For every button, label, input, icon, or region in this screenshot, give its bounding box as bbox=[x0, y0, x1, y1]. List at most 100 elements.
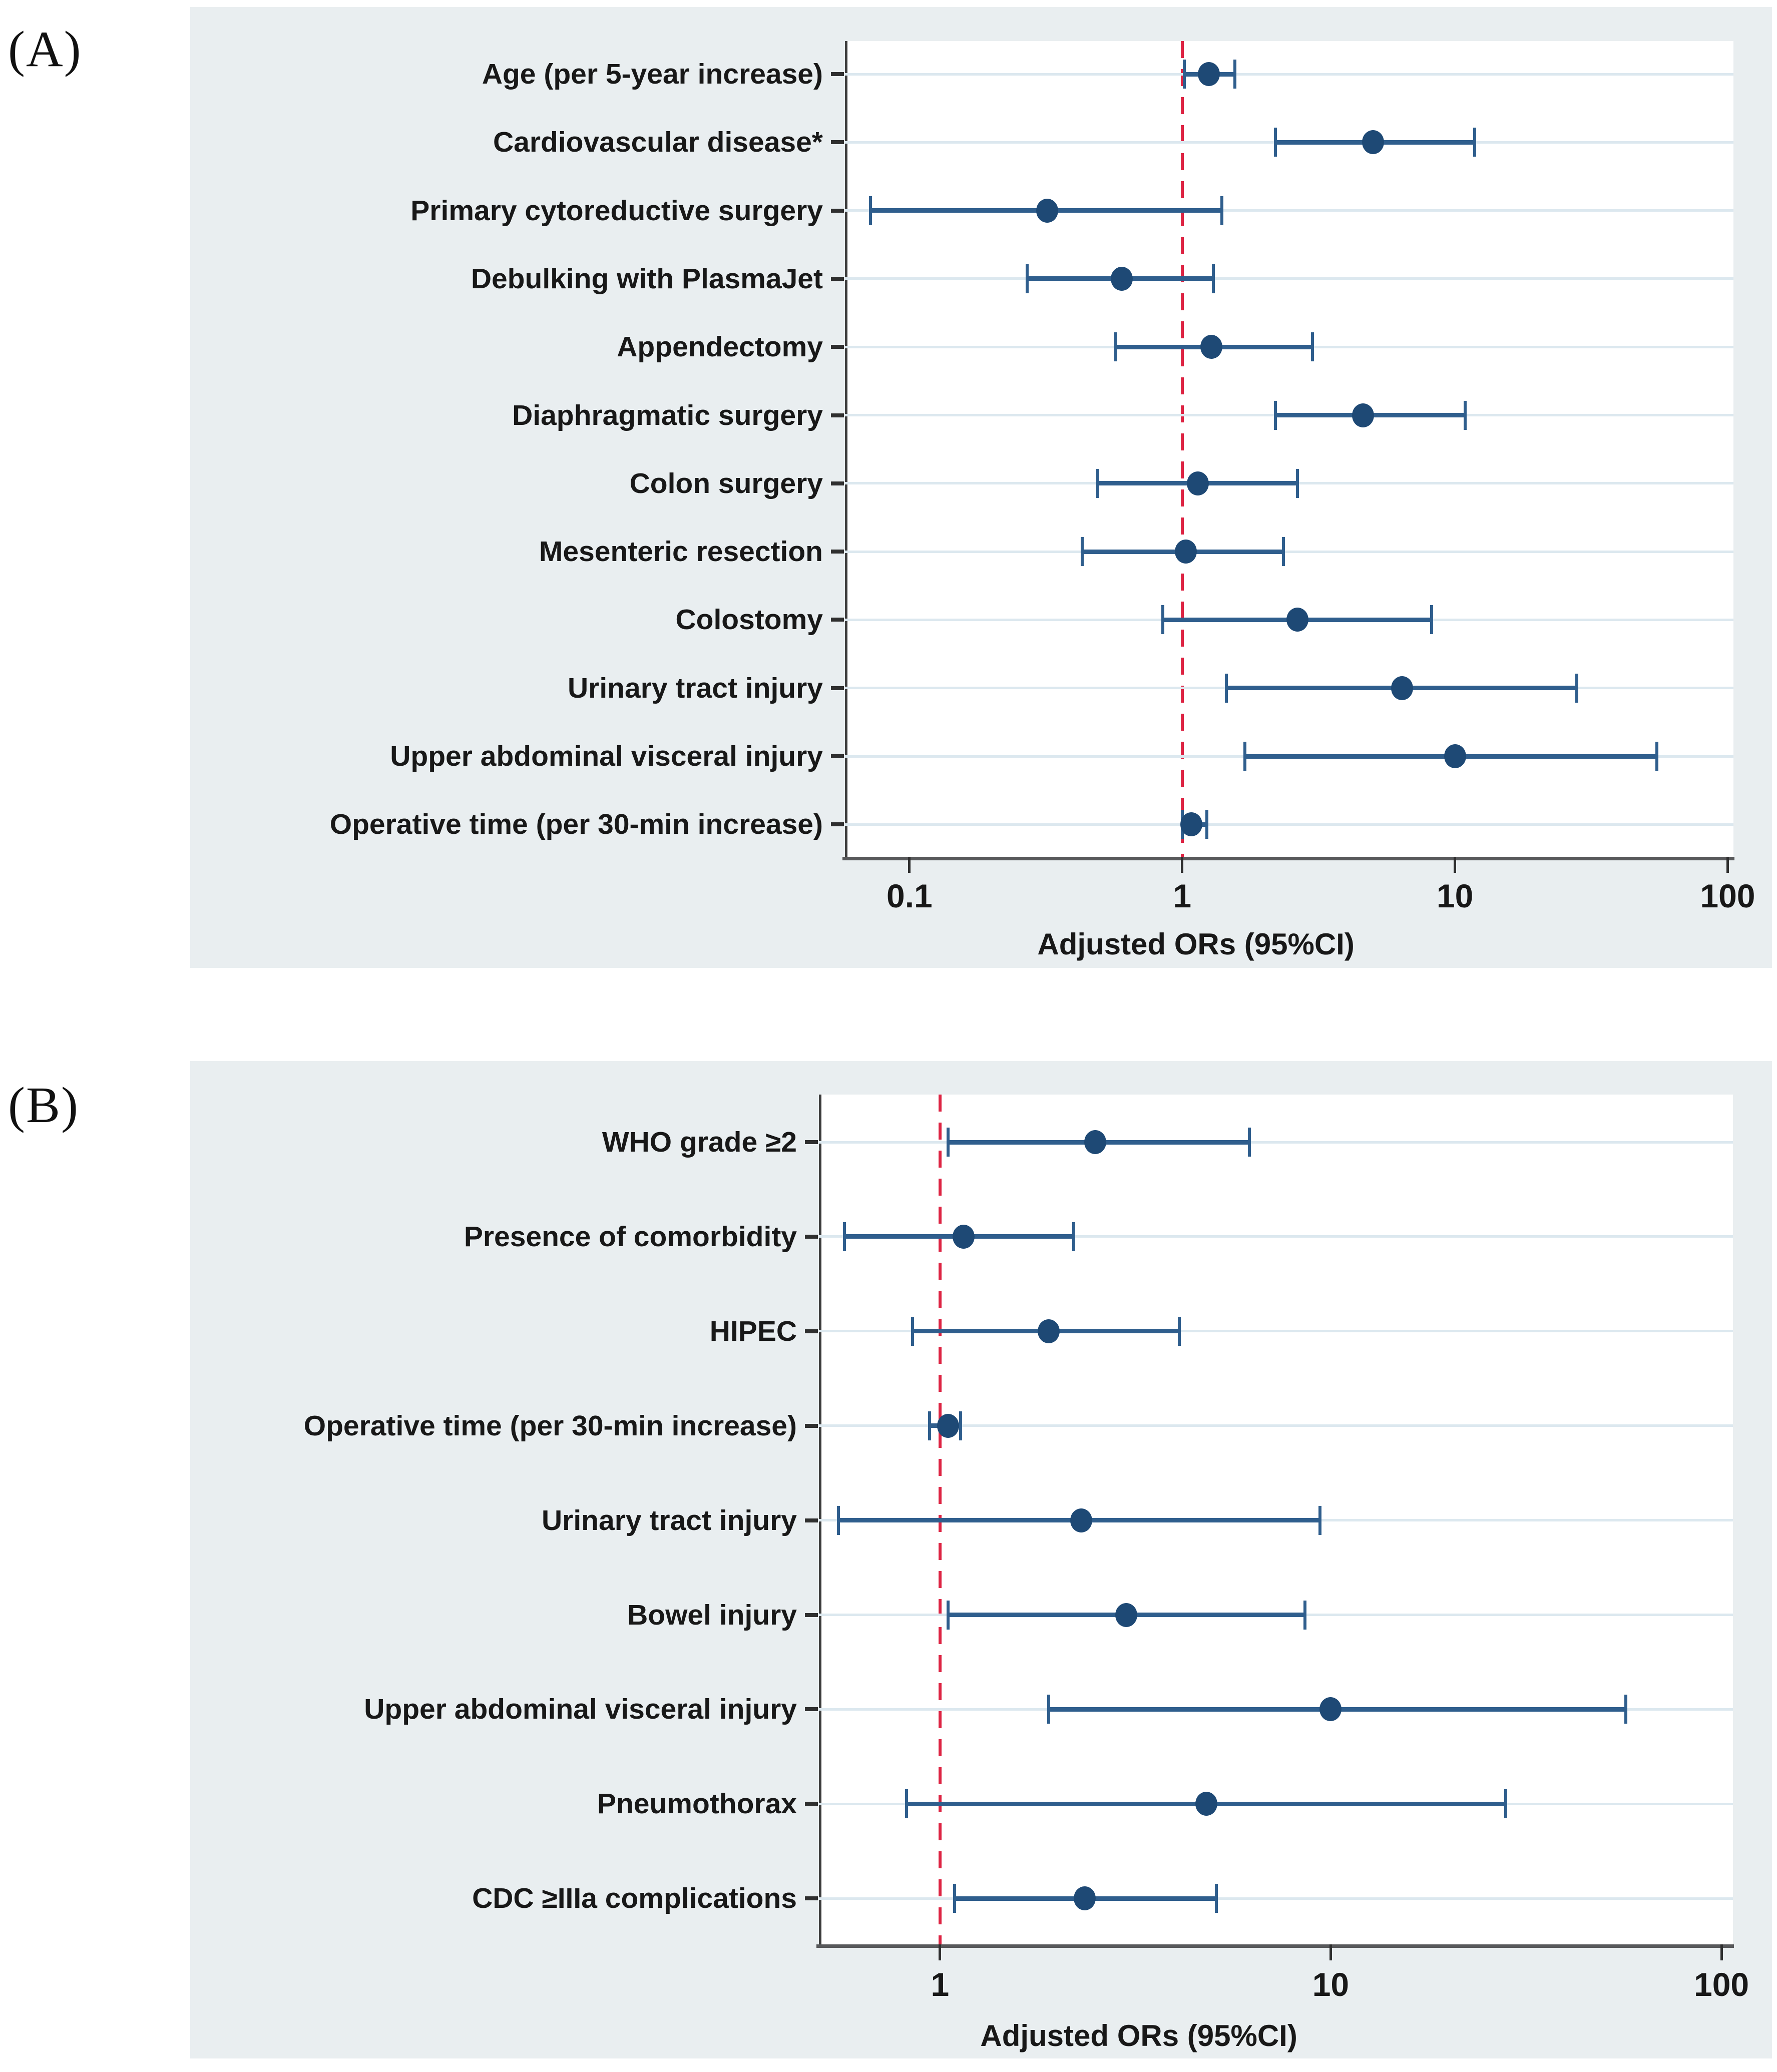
or-marker bbox=[1070, 1508, 1093, 1532]
ci-cap-left bbox=[1183, 60, 1186, 89]
y-tick bbox=[831, 754, 844, 758]
ci-cap-left bbox=[843, 1222, 846, 1251]
or-marker bbox=[1197, 62, 1220, 86]
or-marker bbox=[1110, 266, 1133, 291]
ci-cap-right bbox=[1303, 1600, 1307, 1630]
ci-cap-left bbox=[1224, 673, 1228, 703]
row-label: WHO grade ≥2 bbox=[602, 1126, 797, 1158]
x-tick-label: 10 bbox=[1436, 877, 1474, 914]
ci-cap-right bbox=[1215, 1884, 1218, 1913]
ci-cap-left bbox=[947, 1600, 950, 1630]
x-tick-label: 10 bbox=[1312, 1966, 1350, 2003]
or-marker bbox=[1195, 1792, 1217, 1816]
ci-cap-right bbox=[1310, 332, 1314, 362]
x-axis-line bbox=[816, 1944, 1734, 1948]
x-axis-line bbox=[842, 857, 1734, 860]
y-tick bbox=[831, 618, 844, 622]
ci-cap-right bbox=[1430, 605, 1433, 635]
ci-cap-right bbox=[1655, 742, 1658, 771]
y-tick bbox=[831, 208, 844, 213]
panel-b-forest-plot: 1 10 100 Adjusted ORs (95%CI) WHO grade ≥2 Pr… bbox=[304, 1095, 1749, 2052]
row-label: Urinary tract injury bbox=[568, 672, 823, 704]
row-guide-line bbox=[819, 1424, 1733, 1427]
ci-cap-right bbox=[1575, 673, 1579, 703]
row-label: Appendectomy bbox=[617, 331, 823, 363]
or-marker bbox=[1352, 403, 1374, 427]
or-marker bbox=[1286, 608, 1309, 632]
y-tick bbox=[831, 481, 844, 485]
row-label: Colostomy bbox=[675, 604, 823, 636]
row-guide-line bbox=[819, 1897, 1733, 1900]
ci-cap-left bbox=[1274, 128, 1277, 157]
ci-cap-right bbox=[1318, 1505, 1322, 1535]
or-marker bbox=[1115, 1603, 1138, 1627]
panel-a-letter: (A) bbox=[8, 21, 82, 78]
y-tick bbox=[831, 140, 844, 145]
y-tick bbox=[805, 1802, 818, 1806]
row-label: Debulking with PlasmaJet bbox=[471, 262, 823, 295]
ci-cap-left bbox=[1047, 1695, 1051, 1724]
panel-a-forest-plot: 0.1 1 10 100 Adjusted ORs (95%CI) Age (per 5-… bbox=[330, 41, 1755, 961]
x-axis-title: Adjusted ORs (95%CI) bbox=[980, 2019, 1297, 2052]
y-tick bbox=[831, 413, 844, 417]
or-marker bbox=[1362, 130, 1384, 155]
row-guide-line bbox=[845, 823, 1733, 826]
or-marker bbox=[1200, 335, 1223, 359]
or-marker bbox=[1444, 744, 1466, 768]
ci-cap-left bbox=[953, 1884, 957, 1913]
or-marker bbox=[1084, 1130, 1107, 1154]
x-tick bbox=[908, 857, 911, 873]
ci-cap-right bbox=[1233, 60, 1236, 89]
y-tick bbox=[831, 276, 844, 281]
row-guide-line bbox=[819, 1141, 1733, 1144]
ci-cap-left bbox=[928, 1411, 931, 1440]
ci-cap-right bbox=[1205, 810, 1208, 839]
or-marker bbox=[1186, 471, 1209, 495]
y-tick bbox=[805, 1423, 818, 1428]
row-guide-line bbox=[845, 277, 1733, 280]
x-tick bbox=[1329, 1944, 1332, 1960]
row-label: Primary cytoreductive surgery bbox=[410, 194, 823, 227]
row-label: Upper abdominal visceral injury bbox=[390, 740, 823, 772]
y-tick bbox=[831, 72, 844, 76]
ci-cap-left bbox=[1161, 605, 1165, 635]
ci-cap-right bbox=[1281, 537, 1285, 567]
row-label: Upper abdominal visceral injury bbox=[364, 1693, 797, 1726]
row-guide-line bbox=[819, 1235, 1733, 1238]
row-guide-line bbox=[845, 73, 1733, 76]
row-label: Age (per 5-year increase) bbox=[482, 58, 823, 90]
x-tick-label: 1 bbox=[1173, 877, 1192, 914]
y-tick bbox=[805, 1707, 818, 1712]
ci-cap-right bbox=[1624, 1695, 1628, 1724]
ci-cap-right bbox=[1463, 400, 1467, 430]
row-label: HIPEC bbox=[709, 1315, 797, 1347]
y-tick bbox=[831, 686, 844, 690]
row-guide-line bbox=[845, 209, 1733, 212]
row-label: Operative time (per 30-min increase) bbox=[303, 1409, 797, 1442]
or-marker bbox=[1174, 540, 1197, 564]
y-tick bbox=[805, 1518, 818, 1522]
ci-cap-right bbox=[1504, 1789, 1507, 1819]
ci-cap-left bbox=[905, 1789, 908, 1819]
ci-cap-right bbox=[1178, 1316, 1181, 1346]
or-marker bbox=[1038, 1319, 1060, 1343]
row-label: Cardiovascular disease* bbox=[493, 126, 823, 159]
row-label: Presence of comorbidity bbox=[464, 1220, 797, 1253]
ci-cap-left bbox=[911, 1316, 914, 1346]
ci-cap-left bbox=[837, 1505, 840, 1535]
ci-cap-right bbox=[1211, 264, 1215, 293]
x-tick-label: 100 bbox=[1694, 1966, 1749, 2003]
row-label: Colon surgery bbox=[629, 467, 823, 499]
y-tick bbox=[805, 1613, 818, 1617]
row-guide-line bbox=[819, 1330, 1733, 1333]
x-tick bbox=[1726, 857, 1729, 873]
x-tick-label: 0.1 bbox=[886, 877, 933, 914]
y-tick bbox=[831, 550, 844, 554]
y-tick bbox=[805, 1329, 818, 1333]
row-guide-line bbox=[845, 550, 1733, 553]
y-axis-line bbox=[845, 41, 847, 857]
row-label: Urinary tract injury bbox=[542, 1504, 797, 1536]
panel-b-letter: (B) bbox=[8, 1077, 79, 1134]
row-label: Mesenteric resection bbox=[539, 536, 823, 568]
ci-cap-left bbox=[1114, 332, 1117, 362]
